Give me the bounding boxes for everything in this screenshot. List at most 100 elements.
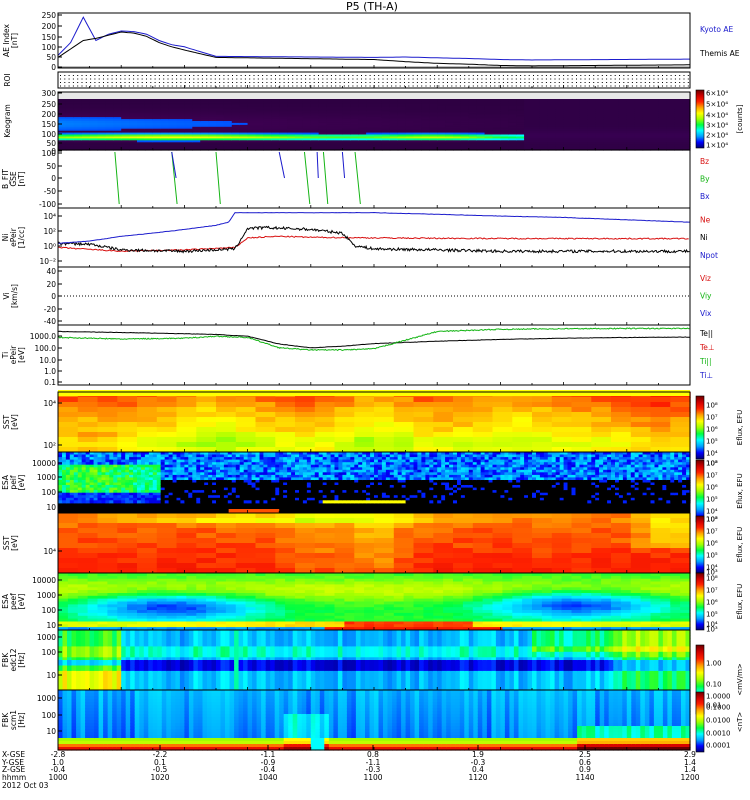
sst2-ylabel-line: [eV] [10, 535, 19, 551]
xaxis-row-label: X-GSE [2, 750, 25, 759]
ni-ytick: 10⁻² [39, 257, 56, 266]
sst1-colorbar-tick: 10³ [706, 460, 718, 468]
fbk2-ylabel-line: [Hz] [17, 712, 26, 728]
xaxis-tick-label: 2.5 [579, 750, 591, 759]
sst1-spectrogram [58, 392, 691, 453]
esa1-colorbar [695, 459, 705, 523]
xaxis-row-label: Y-GSE [1, 758, 24, 767]
esa2-colorbar-label: Eflux, EFU [736, 584, 744, 619]
esa2-ylabel: ESA peef [eV] [1, 593, 26, 610]
xaxis-row-label: 2012 Oct 03 [2, 781, 49, 790]
roi-ylabel-line: ROI [3, 73, 12, 86]
xaxis-tick-label: -0.4 [261, 765, 276, 774]
xaxis-tick-label: 1200 [680, 773, 699, 782]
sst1-ytick: 10⁴ [43, 399, 56, 408]
ti-ytick: 100.0 [35, 344, 57, 353]
ae-ytick: 100 [42, 43, 57, 52]
bfit-ylabel: B_FIT GSE [nT] [1, 169, 26, 189]
roi-ylabel: ROI [3, 73, 12, 86]
keogram-top-band [58, 92, 690, 99]
keogram-ytick: 300 [42, 89, 57, 98]
keogram-ytick: 150 [42, 120, 57, 129]
bfit-frame [57, 149, 691, 209]
bfit-ytick: 0 [51, 174, 56, 183]
esa1-spectrogram [58, 452, 691, 513]
fbk1-colorbar-tick: 0.01 [706, 702, 722, 710]
keogram-ytick: 250 [42, 100, 57, 109]
bfit-lines [114, 151, 361, 205]
sst2-colorbar-tick: 10⁴ [706, 564, 718, 572]
esa1-ytick: 10000 [32, 459, 56, 468]
fbk2-ytick: 10 [46, 727, 56, 736]
fbk1-ylabel-line: [Hz] [17, 652, 26, 668]
fbk1-colorbar-tick: 0.10 [706, 681, 722, 689]
xaxis-tick-label: 1140 [575, 773, 594, 782]
sst1-colorbar [695, 395, 705, 460]
keogram-colorbar-tick: 2×10⁴ [706, 132, 728, 140]
keogram-ytick: 50 [46, 139, 56, 148]
vi-ytick: -40 [44, 317, 56, 326]
xaxis-tick-label: -0.9 [261, 758, 276, 767]
fbk1-ytick: 10 [46, 671, 56, 680]
fbk1-colorbar-label: <mV/m> [736, 663, 744, 696]
fbk1-ylabel-line: edc12 [9, 648, 18, 671]
vi-legend-entry: Viy [700, 292, 712, 301]
xaxis-tick-label: 1040 [258, 773, 277, 782]
xaxis-tick-label: 0.6 [579, 758, 591, 767]
bfit-legend-entry: Bx [700, 192, 710, 201]
esa1-colorbar-tick: 10⁶ [706, 484, 718, 492]
xaxis-tick-label: 1100 [363, 773, 382, 782]
sst2-colorbar-tick: 10⁸ [706, 516, 718, 524]
plot-title: P5 (TH-A) [346, 0, 398, 13]
xaxis-tick-label: 0.9 [579, 765, 591, 774]
fbk2-ylabel-line: scm1 [9, 710, 18, 730]
keogram-colorbar [695, 89, 705, 149]
bfit-legend-entry: By [700, 175, 710, 184]
xaxis-tick-label: 1000 [48, 773, 67, 782]
fbk2-colorbar-tick: 0.0001 [706, 742, 731, 750]
vi-ytick: 40 [46, 267, 56, 276]
ti-ytick: 10.0 [39, 356, 56, 365]
keogram-ylabel: Keogram [3, 104, 12, 138]
xaxis-tick-label: 1120 [468, 773, 487, 782]
xaxis-tick-label: 0.1 [154, 758, 166, 767]
vi-ylabel-line: Vi [2, 292, 11, 299]
esa1-ytick: 100 [42, 488, 57, 497]
fbk1-ytick: 100 [42, 648, 57, 657]
ni-legend-entry: Ne [700, 215, 711, 224]
vi-ytick: 0 [51, 292, 56, 301]
xaxis-tick-label: -0.3 [366, 765, 381, 774]
ti-ylabel-line: Ti [1, 352, 10, 359]
ti-ytick: 0.1 [44, 378, 56, 387]
xaxis-tick-label: -0.3 [471, 758, 486, 767]
bfit-ytick: 100 [42, 149, 57, 158]
ti-legend-entry: Ti⊥ [699, 371, 713, 380]
ni-ytick: 10⁴ [43, 212, 56, 221]
xaxis-tick-label: -2.2 [153, 750, 168, 759]
ni-ylabel-line: Ni [1, 234, 10, 242]
esa2-ytick: 10000 [32, 576, 56, 585]
esa1-ylabel-line: [eV] [17, 475, 26, 491]
vi-legend-entry: Viz [700, 274, 711, 283]
sst2-ylabel-line: SST [2, 536, 11, 551]
vi-ylabel: Vi [km/s] [2, 284, 19, 308]
ae-legend-entry: Kyoto AE [700, 25, 733, 34]
sst2-colorbar-tick: 10⁶ [706, 540, 718, 548]
xaxis-tick-label: -1.1 [261, 750, 276, 759]
sst2-ylabel: SST [eV] [2, 535, 19, 551]
xaxis-tick-label: 1.4 [684, 758, 696, 767]
xaxis-tick-label: -0.4 [51, 765, 66, 774]
sst2-spectrogram [58, 513, 691, 574]
keogram-ytick: 100 [42, 130, 57, 139]
sst1-colorbar-label: Eflux, EFU [736, 410, 744, 445]
esa2-ylabel-line: peef [9, 593, 18, 610]
sst1-ylabel: SST [eV] [2, 414, 19, 430]
vi-ytick: 20 [46, 280, 56, 289]
esa2-ytick: 10 [46, 621, 56, 630]
ni-ylabel: Ni ePeir [1/cc] [1, 227, 26, 248]
esa2-colorbar [695, 572, 705, 631]
ni-legend-entry: Npot [700, 251, 718, 260]
xaxis-tick-label: 0.4 [472, 765, 484, 774]
bfit-ytick: 50 [46, 162, 56, 171]
